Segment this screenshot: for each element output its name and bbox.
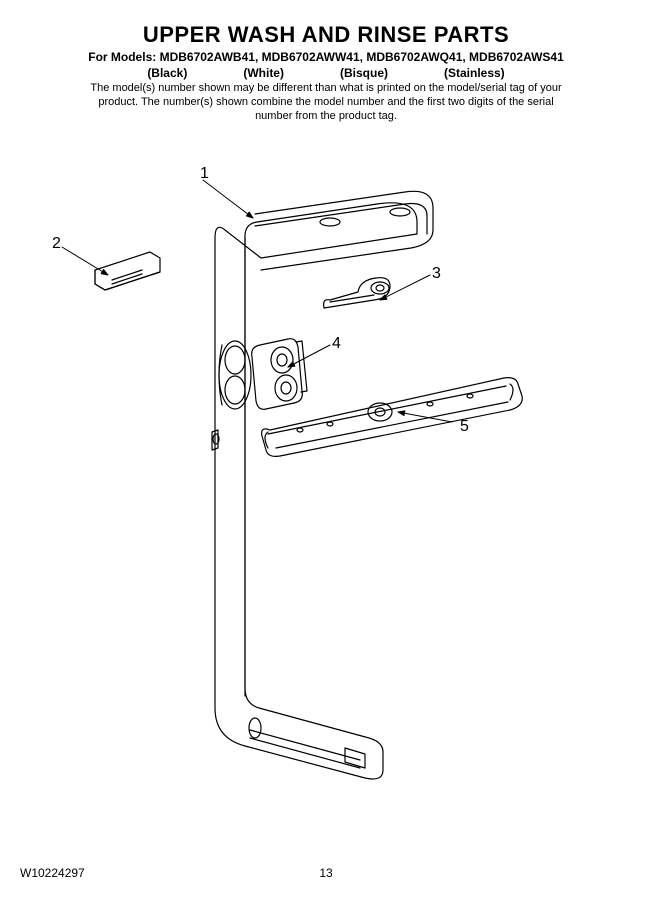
models-line: For Models: MDB6702AWB41, MDB6702AWW41, … — [0, 50, 652, 64]
model-1: MDB6702AWW41 — [262, 50, 360, 64]
color-2: (Bisque) — [340, 66, 388, 80]
callout-2: 2 — [52, 235, 61, 253]
parts-diagram — [0, 130, 652, 840]
color-0: (Black) — [147, 66, 187, 80]
colors-row: (Black) (White) (Bisque) (Stainless) — [0, 66, 652, 80]
callout-1: 1 — [200, 165, 209, 183]
model-0: MDB6702AWB41 — [160, 50, 255, 64]
page-title: UPPER WASH AND RINSE PARTS — [0, 22, 652, 48]
part-5-spray-arm — [262, 378, 523, 457]
callout-3: 3 — [432, 265, 441, 283]
color-3: (Stainless) — [444, 66, 505, 80]
color-1: (White) — [243, 66, 284, 80]
part-3-retainer — [324, 278, 390, 308]
part-1-feed-tube — [212, 191, 433, 779]
model-2: MDB6702AWQ41 — [366, 50, 462, 64]
part-4-hub — [252, 339, 307, 410]
model-note: The model(s) number shown may be differe… — [80, 82, 572, 123]
model-3: MDB6702AWS41 — [469, 50, 564, 64]
callout-4: 4 — [332, 335, 341, 353]
for-label: For Models: — [88, 50, 156, 64]
callout-5: 5 — [460, 418, 469, 436]
page-number: 13 — [0, 866, 652, 880]
